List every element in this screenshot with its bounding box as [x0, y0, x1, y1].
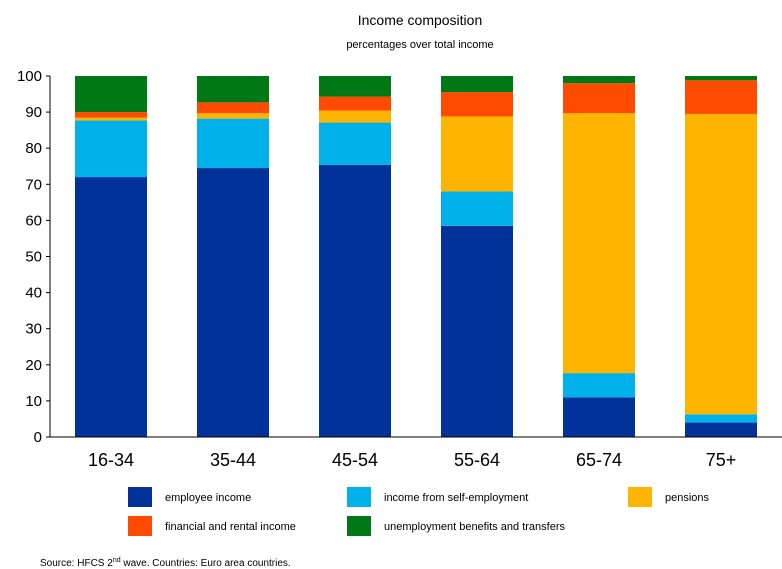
bar-segment-3-55-64 — [441, 116, 513, 192]
y-tick-label: 70 — [25, 176, 42, 193]
legend-swatch — [128, 487, 152, 507]
source-suffix: wave. Countries: Euro area countries. — [121, 558, 291, 569]
legend-label: financial and rental income — [165, 521, 296, 533]
y-tick-label: 100 — [17, 68, 42, 85]
x-tick-label: 16-34 — [88, 450, 134, 470]
legend-swatch — [628, 487, 652, 507]
bar-group-16-34 — [75, 76, 147, 437]
bar-segment-5-75+ — [685, 76, 757, 81]
source-prefix: Source: HFCS 2 — [40, 558, 113, 569]
bar-segment-2-45-54 — [319, 122, 391, 165]
legend-label: employee income — [165, 492, 251, 504]
bar-group-65-74 — [563, 76, 635, 437]
y-tick-label: 60 — [25, 212, 42, 229]
source-note: Source: HFCS 2nd wave. Countries: Euro a… — [40, 557, 291, 569]
x-tick-label: 75+ — [706, 450, 737, 470]
source-superscript: nd — [113, 557, 121, 564]
bar-segment-1-35-44 — [197, 168, 269, 437]
y-tick-label: 0 — [34, 429, 42, 446]
bar-segment-2-35-44 — [197, 118, 269, 169]
legend-swatch — [347, 516, 371, 536]
bar-segment-4-55-64 — [441, 92, 513, 117]
y-axis: 0 10 20 30 40 50 60 70 80 90 100 — [17, 68, 51, 446]
bar-segment-4-35-44 — [197, 102, 269, 114]
bar-segment-3-16-34 — [75, 117, 147, 121]
x-tick-label: 55-64 — [454, 450, 500, 470]
bar-group-35-44 — [197, 76, 269, 437]
bar-segment-3-45-54 — [319, 110, 391, 123]
bar-segment-5-45-54 — [319, 76, 391, 97]
legend: employee income income from self-employme… — [128, 487, 710, 536]
bar-segment-2-55-64 — [441, 191, 513, 226]
bar-segment-5-35-44 — [197, 76, 269, 103]
bar-group-55-64 — [441, 76, 513, 437]
y-tick-label: 40 — [25, 285, 42, 302]
y-tick-label: 50 — [25, 249, 42, 266]
y-tick-label: 20 — [25, 357, 42, 374]
x-tick-label: 45-54 — [332, 450, 378, 470]
legend-swatch — [347, 487, 371, 507]
y-tick-label: 30 — [25, 321, 42, 338]
bar-segment-2-65-74 — [563, 373, 635, 398]
stacked-bars — [75, 76, 757, 437]
bar-segment-4-45-54 — [319, 96, 391, 111]
bar-group-75+ — [685, 76, 757, 437]
bar-segment-1-16-34 — [75, 177, 147, 437]
x-tick-label: 65-74 — [576, 450, 622, 470]
bar-segment-4-16-34 — [75, 112, 147, 118]
bar-segment-3-35-44 — [197, 113, 269, 119]
bar-segment-5-16-34 — [75, 76, 147, 113]
bar-segment-5-55-64 — [441, 76, 513, 93]
legend-label: pensions — [665, 492, 710, 504]
bar-segment-2-16-34 — [75, 120, 147, 178]
y-tick-label: 80 — [25, 140, 42, 157]
x-tick-label: 35-44 — [210, 450, 256, 470]
legend-swatch — [128, 516, 152, 536]
x-axis: 16-34 35-44 45-54 55-64 65-74 75+ — [50, 436, 782, 470]
bar-segment-1-55-64 — [441, 225, 513, 437]
bar-segment-1-45-54 — [319, 164, 391, 437]
bar-segment-2-75+ — [685, 414, 757, 423]
bar-segment-3-75+ — [685, 113, 757, 415]
bar-segment-4-65-74 — [563, 83, 635, 114]
legend-item: pensions — [628, 487, 710, 507]
bar-segment-1-65-74 — [563, 397, 635, 437]
legend-item: unemployment benefits and transfers — [347, 516, 565, 536]
chart-subtitle: percentages over total income — [346, 39, 493, 51]
legend-label: income from self-employment — [384, 492, 528, 504]
legend-item: income from self-employment — [347, 487, 528, 507]
legend-item: financial and rental income — [128, 516, 296, 536]
chart-title: Income composition — [358, 12, 483, 28]
y-tick-label: 10 — [25, 393, 42, 410]
bar-segment-3-65-74 — [563, 113, 635, 374]
legend-label: unemployment benefits and transfers — [384, 521, 565, 533]
bar-segment-4-75+ — [685, 80, 757, 114]
bar-group-45-54 — [319, 76, 391, 437]
y-tick-label: 90 — [25, 104, 42, 121]
legend-item: employee income — [128, 487, 251, 507]
bar-segment-1-75+ — [685, 422, 757, 437]
bar-segment-5-65-74 — [563, 76, 635, 84]
